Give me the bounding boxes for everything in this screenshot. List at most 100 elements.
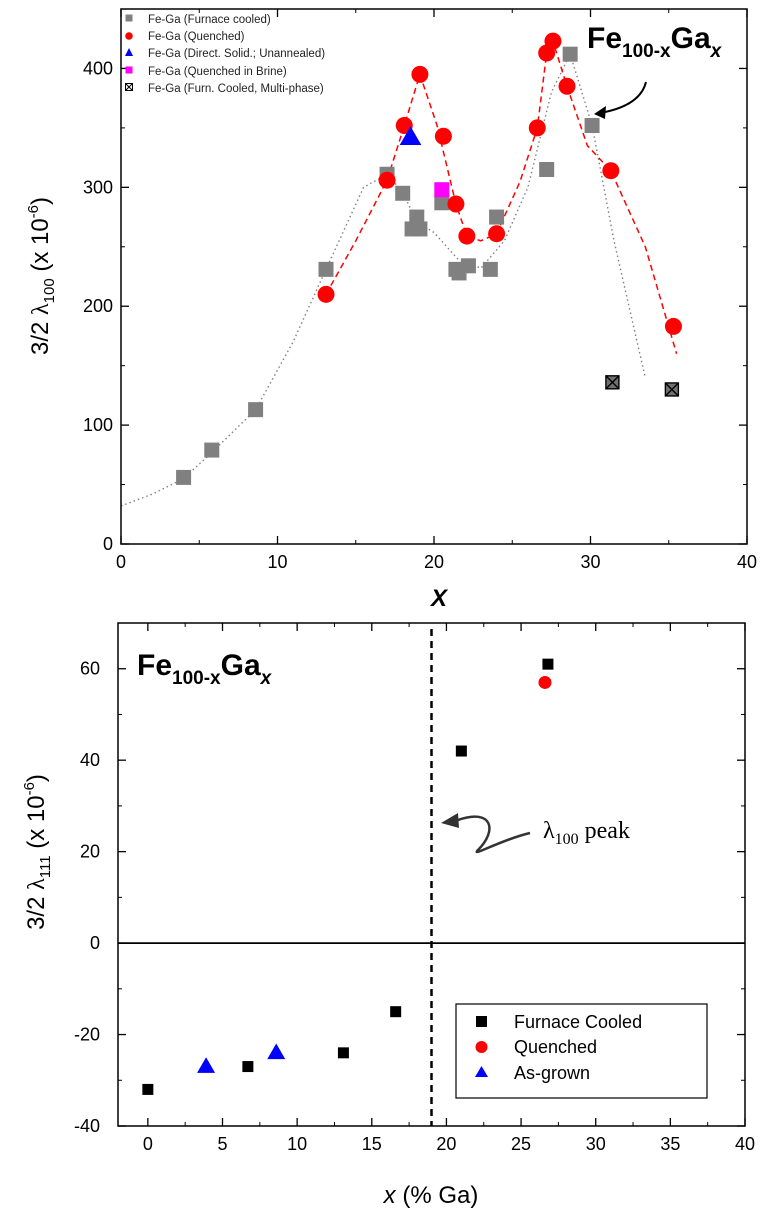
y-tick-label: 20 <box>80 842 100 862</box>
point-fe-ga-furnace-cooled <box>460 258 476 274</box>
point-quenched <box>538 675 552 689</box>
lambda111-chart: 0 5 10 15 20 25 30 35 40 -40 -20 0 20 40 60 Fe100-xGax… <box>21 622 755 1209</box>
y-tick-label: -40 <box>74 1116 100 1136</box>
legend-marker-furnace-cooled <box>476 1016 487 1027</box>
lambda111-reference-lines <box>118 629 745 1126</box>
point-as-grown <box>267 1043 286 1060</box>
point-furnace-cooled <box>390 1006 402 1018</box>
lambda111-legend: Furnace Cooled Quenched As-grown <box>455 1003 708 1099</box>
legend-label-furnace-cooled: Fe-Ga (Furnace cooled) <box>148 14 271 26</box>
point-fe-ga-furnace-cooled <box>176 469 192 485</box>
x-tick-label: 0 <box>116 552 126 572</box>
point-fe-ga-quenched <box>488 225 506 243</box>
point-fe-ga-quenched <box>447 195 465 213</box>
point-fe-ga-furnace-cooled <box>412 221 428 237</box>
x-tick-label: 40 <box>735 1134 755 1154</box>
x-tick-label: 40 <box>737 552 757 572</box>
x-tick-label: 10 <box>287 1134 307 1154</box>
lambda111-ticks: 0 5 10 15 20 25 30 35 40 -40 -20 0 20 40 60 <box>74 623 755 1154</box>
legend-marker-quenched <box>475 1041 488 1053</box>
point-fe-ga-quenched <box>558 77 576 95</box>
lambda100-annotation-arrow <box>599 81 647 114</box>
legend-label-quenched: Fe-Ga (Quenched) <box>148 31 245 43</box>
x-tick-label: 5 <box>217 1134 227 1154</box>
y-tick-label: -20 <box>74 1025 100 1045</box>
point-fe-ga-furnace-cooled <box>395 185 411 201</box>
point-fe-ga-furn-cooled-multi-phase <box>605 375 620 390</box>
lambda100-peak-annotation: λ100 peak <box>543 818 630 848</box>
y-tick-label: 60 <box>80 659 100 679</box>
legend-marker-quenched <box>125 32 133 40</box>
lambda100-x-axis-label: X <box>429 585 449 612</box>
lambda100-annotation-arrowhead <box>594 106 606 119</box>
point-fe-ga-furnace-cooled <box>584 118 600 134</box>
point-furnace-cooled <box>142 1083 154 1095</box>
point-fe-ga-quenched <box>434 127 452 145</box>
legend-marker-quenched-brine <box>125 66 133 74</box>
lambda111-plot-frame <box>117 622 746 1127</box>
lambda100-legend: Fe-Ga (Furnace cooled) Fe-Ga (Quenched) … <box>125 14 325 95</box>
legend-marker-as-grown <box>475 1066 488 1077</box>
x-tick-label: 20 <box>436 1134 456 1154</box>
point-fe-ga-furnace-cooled <box>434 195 450 211</box>
x-tick-label: 35 <box>660 1134 680 1154</box>
lambda100-peak-arrow <box>457 815 531 854</box>
trend-line-dashed <box>325 39 678 355</box>
point-fe-ga-quenched <box>378 171 396 189</box>
lambda111-legend-box <box>455 1003 708 1099</box>
point-fe-ga-quenched <box>458 227 476 245</box>
point-as-grown <box>197 1057 216 1073</box>
point-fe-ga-furnace-cooled <box>409 209 425 225</box>
lambda100-markers <box>176 32 682 485</box>
point-fe-ga-quenched <box>602 162 620 180</box>
point-fe-ga-furnace-cooled <box>482 261 498 277</box>
x-tick-label: 25 <box>511 1134 531 1154</box>
y-tick-label: 100 <box>83 415 113 435</box>
lambda111-markers <box>142 658 554 1095</box>
point-fe-ga-furn-cooled-multi-phase-cross-b <box>664 382 679 397</box>
legend-label-direct-solid: Fe-Ga (Direct. Solid.; Unannealed) <box>148 48 325 60</box>
lambda100-composition-label: Fe100-xGax <box>587 22 723 62</box>
y-tick-label: 300 <box>83 177 113 197</box>
y-tick-label: 400 <box>83 58 113 78</box>
y-tick-label: 40 <box>80 750 100 770</box>
legend-label-quenched: Quenched <box>514 1037 597 1057</box>
y-tick-label: 0 <box>103 534 113 554</box>
point-fe-ga-quenched <box>528 119 546 137</box>
point-fe-ga-furnace-cooled <box>489 209 505 225</box>
lambda100-peak-arrowhead <box>441 813 459 828</box>
legend-label-furnace-cooled: Furnace Cooled <box>514 1012 642 1032</box>
legend-label-quenched-brine: Fe-Ga (Quenched in Brine) <box>148 66 287 78</box>
point-furnace-cooled <box>455 745 467 757</box>
point-fe-ga-quenched <box>544 32 562 50</box>
point-fe-ga-furnace-cooled <box>562 46 578 62</box>
lambda111-y-axis-label: 3/2 λ111 (x 10-6) <box>21 774 54 930</box>
point-fe-ga-furn-cooled-multi-phase-cross-b <box>605 375 620 390</box>
lambda100-y-axis-label: 3/2 λ100 (x 10-6) <box>25 197 58 355</box>
legend-label-multi-phase: Fe-Ga (Furn. Cooled, Multi-phase) <box>148 83 324 95</box>
point-fe-ga-direct-solid-unannealed <box>399 126 422 145</box>
legend-marker-direct-solid <box>125 48 133 56</box>
point-fe-ga-furnace-cooled <box>318 261 334 277</box>
x-tick-label: 15 <box>362 1134 382 1154</box>
point-fe-ga-furn-cooled-multi-phase <box>664 382 680 397</box>
legend-label-as-grown: As-grown <box>514 1063 590 1083</box>
x-tick-label: 20 <box>424 552 444 572</box>
point-fe-ga-quenched-in-brine <box>434 182 450 198</box>
point-fe-ga-furnace-cooled <box>539 162 555 177</box>
point-fe-ga-quenched <box>317 285 335 303</box>
legend-marker-multi-phase <box>125 83 133 91</box>
point-furnace-cooled <box>337 1047 349 1059</box>
lambda111-composition-label: Fe100-xGax <box>137 649 273 689</box>
point-furnace-cooled <box>242 1061 254 1073</box>
y-tick-label: 0 <box>90 933 100 953</box>
lambda111-x-axis-label: x (% Ga) <box>383 1182 479 1209</box>
y-tick-label: 200 <box>83 296 113 316</box>
point-fe-ga-furnace-cooled <box>204 442 220 458</box>
point-fe-ga-quenched <box>411 65 429 83</box>
trend-line-dotted <box>120 52 646 507</box>
point-furnace-cooled <box>542 658 554 670</box>
lambda100-trend-lines <box>120 39 678 507</box>
